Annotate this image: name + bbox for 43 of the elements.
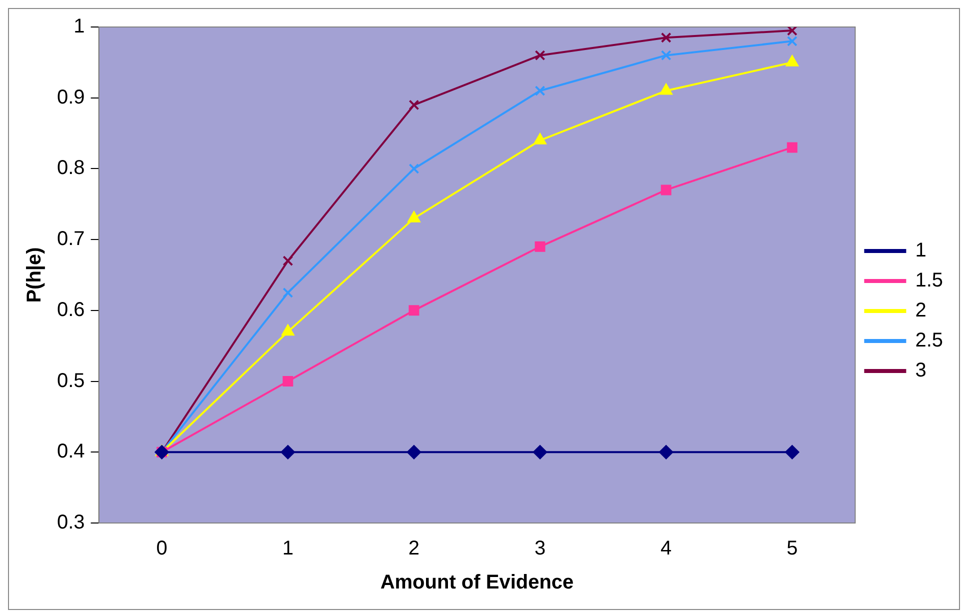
x-tick-label: 3 bbox=[534, 538, 546, 560]
point bbox=[534, 86, 546, 96]
legend-label: 2.5 bbox=[915, 330, 944, 352]
point bbox=[534, 241, 546, 252]
legend-label: 2 bbox=[915, 300, 926, 322]
point bbox=[408, 305, 420, 316]
point bbox=[660, 50, 672, 61]
y-tick-label: 0.6 bbox=[56, 298, 85, 321]
point bbox=[786, 27, 798, 36]
y-tick-label: 0.8 bbox=[56, 157, 85, 180]
x-axis-title: Amount of Evidence bbox=[380, 572, 574, 594]
y-tick-label: 0.5 bbox=[56, 370, 85, 392]
point bbox=[406, 445, 421, 460]
point bbox=[660, 84, 672, 95]
point bbox=[282, 324, 294, 336]
x-tick-label: 2 bbox=[408, 538, 420, 560]
x-tick-label: 5 bbox=[786, 538, 798, 560]
point bbox=[534, 50, 546, 61]
legend-label: 1 bbox=[915, 240, 926, 262]
point bbox=[282, 376, 294, 387]
point bbox=[660, 184, 672, 196]
point bbox=[280, 445, 295, 460]
point bbox=[282, 287, 294, 298]
point bbox=[408, 100, 420, 110]
point bbox=[785, 445, 800, 460]
y-tick-label: 0.7 bbox=[56, 228, 85, 250]
legend-label: 1.5 bbox=[915, 270, 944, 292]
legend-label: 3 bbox=[915, 360, 926, 382]
x-tick-label: 4 bbox=[660, 538, 672, 560]
point bbox=[533, 445, 548, 460]
y-tick-label: 0.3 bbox=[56, 512, 85, 534]
point bbox=[786, 36, 798, 46]
point bbox=[659, 445, 674, 460]
point bbox=[282, 256, 294, 266]
x-tick-label: 0 bbox=[156, 538, 168, 560]
y-tick-label: 0.9 bbox=[56, 86, 85, 108]
point bbox=[660, 32, 672, 43]
y-axis-title: P(h|e) bbox=[24, 247, 46, 303]
y-tick-label: 0.4 bbox=[56, 440, 85, 463]
point bbox=[408, 163, 420, 174]
point bbox=[786, 142, 798, 153]
x-tick-label: 1 bbox=[282, 538, 294, 560]
y-tick-label: 1 bbox=[74, 16, 85, 38]
